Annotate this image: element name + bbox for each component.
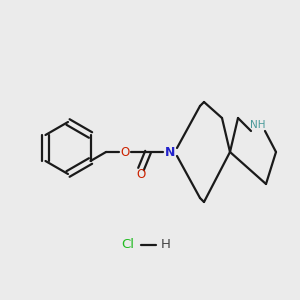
Text: H: H bbox=[161, 238, 171, 251]
Text: O: O bbox=[136, 169, 146, 182]
Text: NH: NH bbox=[250, 120, 266, 130]
Text: Cl: Cl bbox=[122, 238, 134, 251]
Text: N: N bbox=[165, 146, 175, 158]
Text: O: O bbox=[120, 146, 130, 158]
